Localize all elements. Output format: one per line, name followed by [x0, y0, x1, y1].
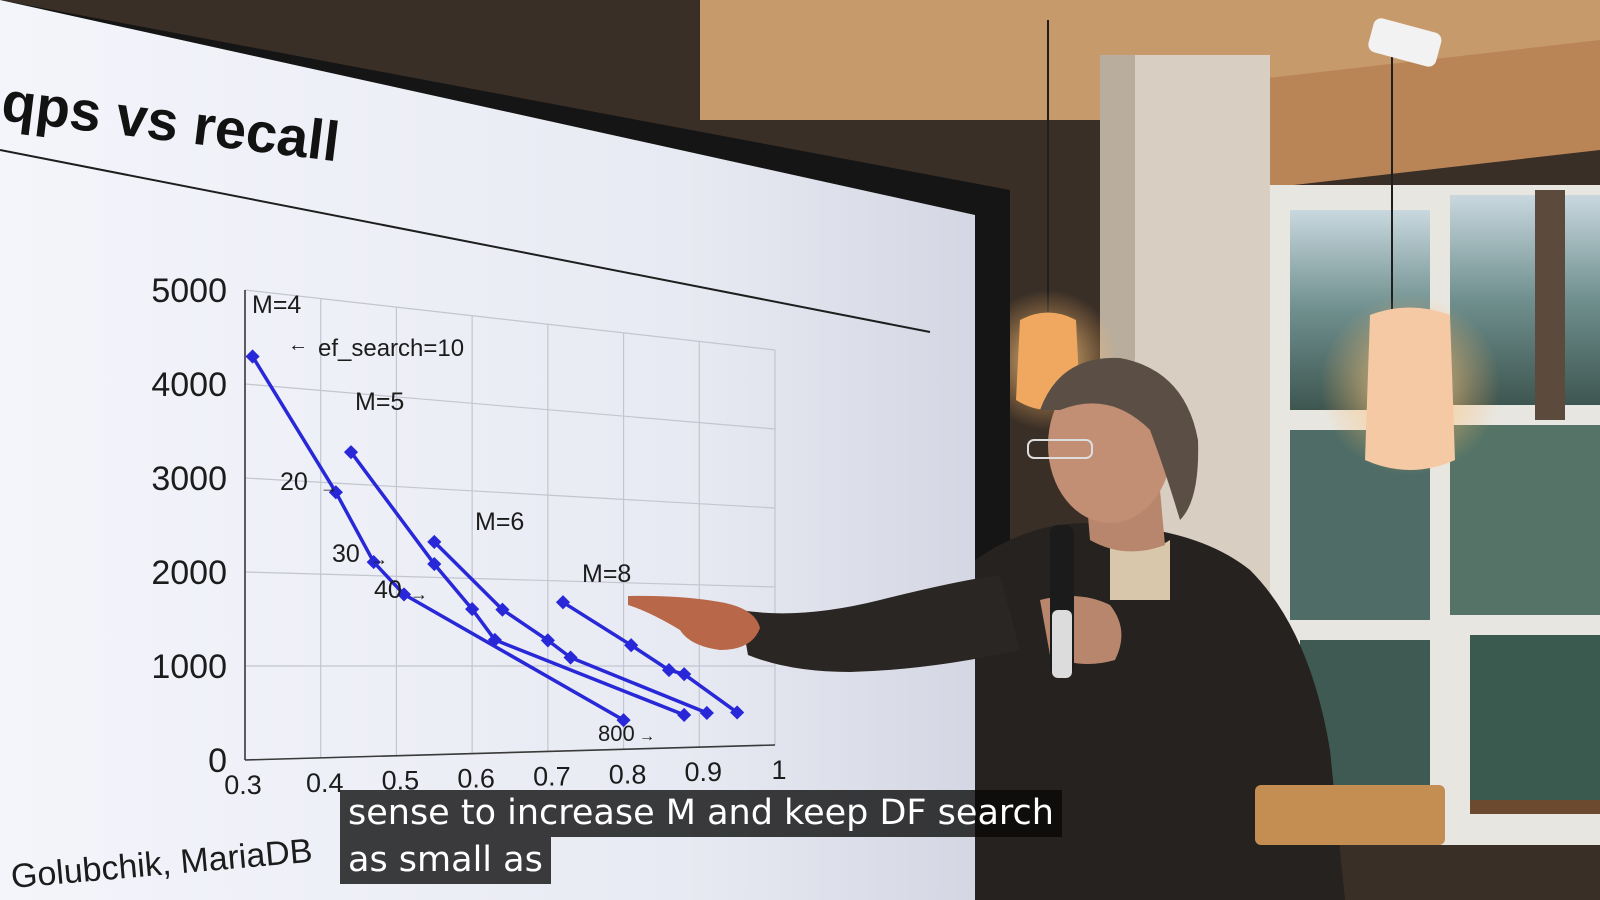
presenter-hair [1040, 357, 1199, 520]
grid-line-y-2 [244, 571, 776, 588]
y-tick-label: 1000 [151, 648, 227, 686]
lamp-shade-right [1365, 307, 1455, 470]
x-tick-label: 0.4 [306, 768, 344, 798]
grid-line-y-4 [244, 383, 776, 430]
data-point [563, 650, 578, 665]
presenter-arm [740, 575, 1020, 672]
data-point [730, 705, 745, 720]
series-label-m6: M=6 [475, 508, 524, 536]
x-axis-line [244, 744, 776, 761]
ceiling-beam [1250, 40, 1600, 190]
arrow-30: → [370, 549, 388, 569]
data-point [495, 602, 510, 617]
data-point [396, 587, 412, 602]
data-point [245, 349, 260, 364]
data-point [699, 705, 714, 721]
y-tick-label: 5000 [151, 272, 227, 310]
chart-series [245, 349, 745, 728]
x-tick-label: 0.3 [224, 770, 262, 800]
data-point [661, 663, 677, 678]
presentation-screen [0, 0, 975, 900]
window-pane-mid-right [1450, 425, 1600, 615]
data-point [624, 638, 639, 653]
chart-axes [244, 290, 776, 761]
arrow-40: → [410, 584, 428, 604]
series-label-m8: M=8 [582, 560, 631, 588]
caption-line-1: sense to increase M and keep DF search [340, 790, 1062, 837]
tree-trunk [1535, 190, 1565, 420]
title-underline [0, 149, 931, 333]
table-top [1470, 800, 1600, 814]
data-point [677, 667, 692, 682]
data-point [677, 707, 692, 723]
annotation-30: 30 [332, 540, 360, 568]
presenter-hand [628, 595, 760, 650]
grid-line-y-5 [244, 289, 776, 351]
presenter [628, 357, 1345, 900]
x-tick-label: 0.9 [685, 757, 723, 787]
data-point [328, 485, 343, 500]
annotation-800: 800 [598, 721, 635, 746]
window-pane-bottom-right [1470, 635, 1600, 805]
x-tick-label: 0.7 [533, 761, 571, 791]
series-label-m5: M=5 [355, 388, 404, 416]
annotation-40: 40 [374, 576, 402, 604]
presenter-shirt [1110, 540, 1170, 600]
data-point [343, 445, 359, 460]
data-point [465, 602, 480, 617]
data-point [487, 632, 502, 647]
data-point [366, 555, 381, 570]
presenter-glasses [1027, 439, 1093, 459]
arrow-ef-search-10: ← [288, 334, 308, 356]
video-caption: sense to increase M and keep DF search a… [340, 790, 1140, 884]
y-tick-label: 4000 [151, 366, 227, 404]
series-label-m4: M=4 [252, 291, 301, 319]
x-tick-label: 1 [771, 755, 786, 785]
caption-line-2: as small as [340, 837, 551, 884]
x-tick-label: 0.6 [457, 764, 495, 794]
x-tick-label: 0.8 [609, 759, 647, 789]
data-point [540, 633, 555, 648]
chart-annotations: M=4 M=5 M=6 M=8 ← ef_search=10 20 → 30 →… [252, 291, 655, 746]
y-tick-label: 0 [208, 742, 227, 780]
data-point [555, 595, 571, 610]
grid-line-y-3 [244, 477, 776, 509]
data-point [616, 713, 631, 728]
y-tick-label: 3000 [151, 460, 227, 498]
annotation-20: 20 [280, 468, 308, 496]
ceiling-spotlight [1368, 18, 1442, 67]
data-point [427, 534, 442, 549]
microphone-handle [1052, 610, 1072, 678]
data-point [427, 556, 442, 572]
chair [1255, 785, 1600, 845]
arrow-20: → [320, 477, 338, 497]
annotation-ef-search-10: ef_search=10 [318, 335, 464, 362]
arrow-800: → [639, 728, 655, 745]
chair-back [1255, 785, 1445, 845]
y-tick-label: 2000 [151, 554, 227, 592]
